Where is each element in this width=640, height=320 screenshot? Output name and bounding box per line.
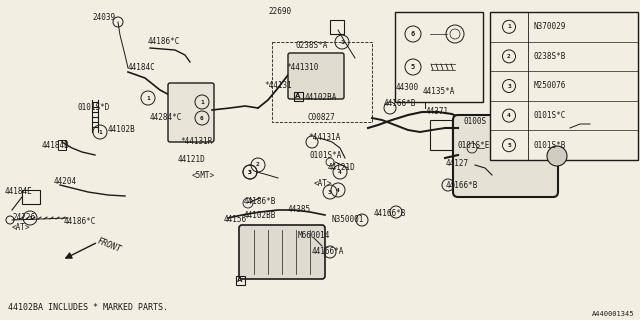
Text: 4: 4 — [338, 170, 342, 174]
Text: 44135*A: 44135*A — [423, 87, 455, 97]
Text: 44184C: 44184C — [128, 63, 156, 73]
Bar — [490, 12, 638, 160]
Text: 44184B: 44184B — [42, 140, 70, 149]
Bar — [294, 92, 303, 100]
Text: 1: 1 — [146, 95, 150, 100]
Text: 0101S*A: 0101S*A — [310, 151, 342, 161]
Bar — [22, 190, 40, 204]
Text: 1: 1 — [507, 24, 511, 29]
Text: 2: 2 — [256, 163, 260, 167]
Text: 44102BA: 44102BA — [305, 93, 337, 102]
Text: 44127: 44127 — [446, 158, 469, 167]
Text: N370029: N370029 — [534, 22, 566, 31]
Text: 0101S*B: 0101S*B — [534, 141, 566, 150]
Text: 1: 1 — [98, 130, 102, 134]
Text: 22690: 22690 — [268, 7, 291, 17]
Text: 44184E: 44184E — [5, 188, 33, 196]
FancyBboxPatch shape — [239, 225, 325, 279]
Text: 3: 3 — [328, 189, 332, 195]
Text: *44131: *44131 — [264, 82, 292, 91]
Text: 44166*B: 44166*B — [374, 209, 406, 218]
Text: 4: 4 — [336, 188, 340, 193]
Text: 44385: 44385 — [288, 205, 311, 214]
Circle shape — [547, 146, 567, 166]
Text: 44186*C: 44186*C — [64, 218, 97, 227]
Text: 44166*A: 44166*A — [312, 247, 344, 257]
Text: 5: 5 — [507, 143, 511, 148]
Text: 44166*B: 44166*B — [446, 181, 478, 190]
Text: 0238S*B: 0238S*B — [534, 52, 566, 61]
Text: A: A — [237, 277, 243, 283]
Text: 1: 1 — [340, 39, 344, 44]
Text: *44131R: *44131R — [180, 138, 212, 147]
Text: 44102B: 44102B — [108, 125, 136, 134]
Bar — [395, 12, 483, 102]
Text: 3: 3 — [248, 170, 252, 174]
Text: <AT>: <AT> — [12, 223, 31, 233]
Text: 3: 3 — [507, 84, 511, 89]
Bar — [330, 20, 344, 34]
Text: 44284*C: 44284*C — [150, 114, 182, 123]
Text: 44166*B: 44166*B — [384, 99, 417, 108]
Text: 44102BA INCLUDES * MARKED PARTS.: 44102BA INCLUDES * MARKED PARTS. — [8, 303, 168, 313]
Text: M660014: M660014 — [298, 231, 330, 241]
Text: 44186*B: 44186*B — [244, 197, 276, 206]
Text: 44204: 44204 — [54, 178, 77, 187]
Text: <5MT>: <5MT> — [192, 172, 215, 180]
Text: 24039: 24039 — [92, 13, 115, 22]
Text: 44121D: 44121D — [178, 156, 205, 164]
Text: 44121D: 44121D — [328, 164, 356, 172]
Text: 44186*C: 44186*C — [148, 37, 180, 46]
Text: *441310: *441310 — [286, 63, 318, 73]
Text: 3: 3 — [248, 170, 252, 174]
Text: *44131A: *44131A — [308, 133, 340, 142]
Text: 1: 1 — [200, 100, 204, 105]
Text: 2: 2 — [507, 54, 511, 59]
Text: <AT>: <AT> — [314, 180, 333, 188]
Text: M250076: M250076 — [534, 82, 566, 91]
FancyBboxPatch shape — [453, 115, 558, 197]
Text: 4: 4 — [507, 113, 511, 118]
Text: 6: 6 — [200, 116, 204, 121]
Text: 0101S*E: 0101S*E — [458, 141, 490, 150]
Bar — [236, 276, 244, 284]
Text: 5: 5 — [411, 64, 415, 70]
Bar — [58, 140, 66, 150]
Text: 6: 6 — [411, 31, 415, 37]
Text: 44300: 44300 — [396, 84, 419, 92]
Text: C00827: C00827 — [308, 114, 336, 123]
Text: 0238S*A: 0238S*A — [295, 42, 328, 51]
Text: 44102BB: 44102BB — [244, 212, 276, 220]
Text: A440001345: A440001345 — [591, 311, 634, 317]
Text: FRONT: FRONT — [96, 236, 122, 254]
FancyBboxPatch shape — [168, 83, 214, 142]
Bar — [272, 42, 372, 122]
Text: 24226: 24226 — [12, 213, 35, 222]
Text: N350001: N350001 — [332, 215, 364, 225]
Text: 0100S: 0100S — [463, 117, 486, 126]
Text: A: A — [295, 93, 301, 99]
Text: 44156: 44156 — [224, 215, 247, 225]
Text: 0101S*D: 0101S*D — [78, 103, 110, 113]
FancyBboxPatch shape — [288, 53, 344, 99]
Text: 1: 1 — [28, 215, 32, 220]
Text: 0101S*C: 0101S*C — [534, 111, 566, 120]
Bar — [430, 120, 452, 150]
Text: 44371: 44371 — [426, 108, 449, 116]
